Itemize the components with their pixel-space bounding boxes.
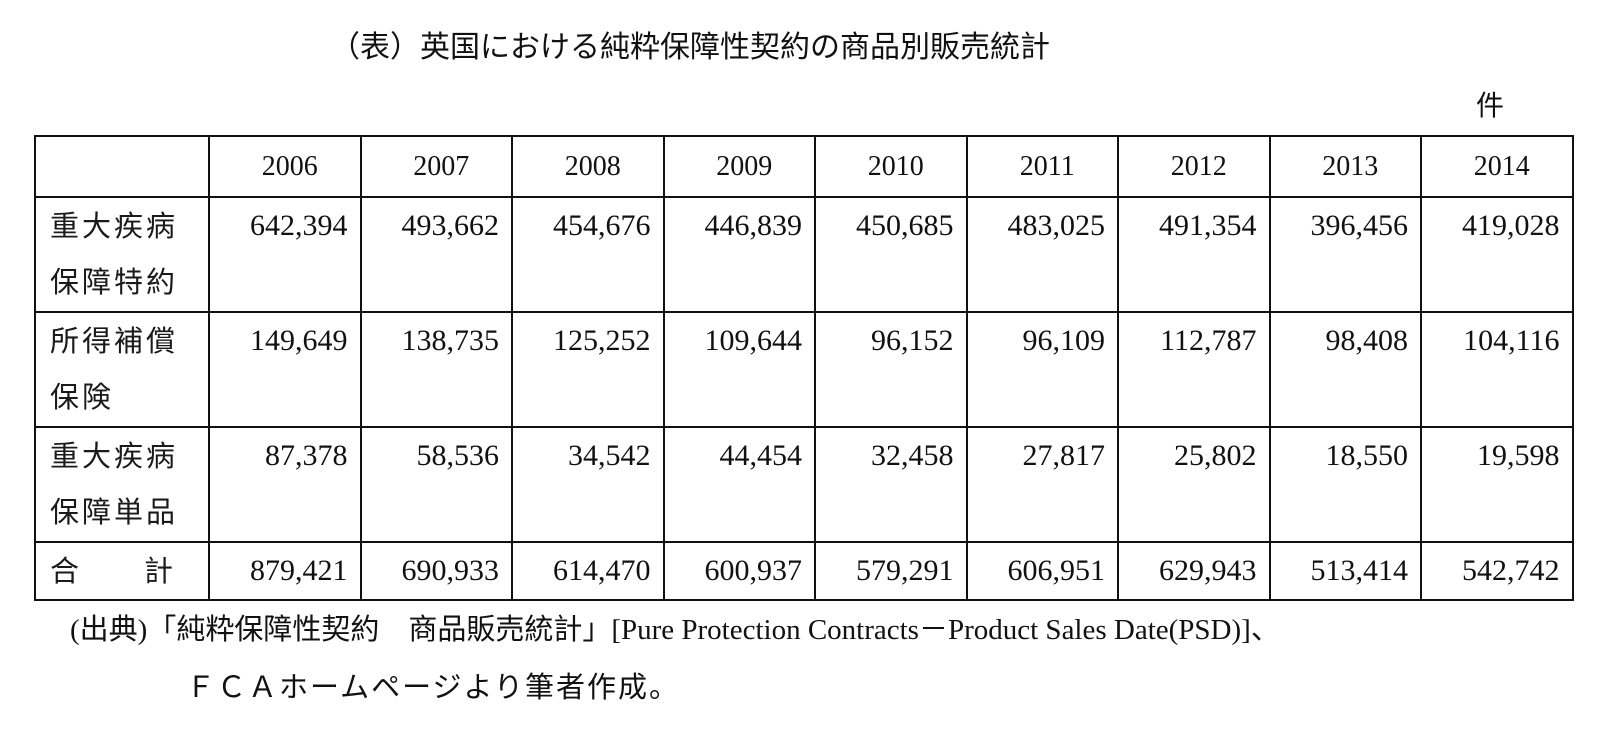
value-cell: 104,116 [1420,311,1574,428]
value-cell: 454,676 [511,196,665,313]
year-header: 2011 [965,135,1119,198]
total-cell: 513,414 [1268,541,1422,601]
row-label-line: 重大疾病 [50,439,179,473]
row-label-critical-illness-rider: 重大疾病 保障特約 [34,196,210,313]
row-label-critical-illness-standalone: 重大疾病 保障単品 [34,426,210,543]
total-cell: 614,470 [511,541,665,601]
value-cell: 44,454 [662,426,816,543]
sales-statistics-table: 2006 2007 2008 2009 2010 2011 2012 2013 … [34,135,1574,601]
value-cell: 493,662 [359,196,513,313]
total-cell: 629,943 [1117,541,1271,601]
year-header: 2014 [1420,135,1574,198]
row-label-line: 保障特約 [50,265,179,299]
value-cell: 396,456 [1268,196,1422,313]
value-cell: 27,817 [965,426,1119,543]
total-cell: 690,933 [359,541,513,601]
value-cell: 138,735 [359,311,513,428]
value-cell: 446,839 [662,196,816,313]
value-cell: 32,458 [814,426,968,543]
year-header: 2010 [814,135,968,198]
value-cell: 98,408 [1268,311,1422,428]
value-cell: 96,152 [814,311,968,428]
value-cell: 25,802 [1117,426,1271,543]
value-cell: 112,787 [1117,311,1271,428]
value-cell: 491,354 [1117,196,1271,313]
unit-label: 件 [1476,89,1505,122]
value-cell: 58,536 [359,426,513,543]
row-label-line: 重大疾病 [50,209,179,243]
total-cell: 579,291 [814,541,968,601]
row-label-line: 保険 [50,380,115,414]
total-cell: 606,951 [965,541,1119,601]
year-header: 2012 [1117,135,1271,198]
row-label-line: 所得補償 [50,324,179,358]
value-cell: 642,394 [208,196,362,313]
source-note: (出典)「純粋保障性契約 商品販売統計」[Pure Protection Con… [70,614,1280,646]
year-header: 2006 [208,135,362,198]
value-cell: 96,109 [965,311,1119,428]
value-cell: 483,025 [965,196,1119,313]
year-header: 2008 [511,135,665,198]
corner-cell [34,135,210,198]
value-cell: 149,649 [208,311,362,428]
value-cell: 87,378 [208,426,362,543]
total-cell: 879,421 [208,541,362,601]
total-cell: 600,937 [662,541,816,601]
value-cell: 125,252 [511,311,665,428]
year-header: 2013 [1268,135,1422,198]
total-label-left: 合 [50,554,83,588]
row-label-total: 合 計 [34,541,210,601]
table-title: （表）英国における純粋保障性契約の商品別販売統計 [330,30,1050,65]
value-cell: 34,542 [511,426,665,543]
total-row: 合 計 879,421 690,933 614,470 600,937 579,… [34,541,1574,601]
value-cell: 19,598 [1420,426,1574,543]
table-row: 重大疾病 保障単品 87,378 58,536 34,542 44,454 32… [34,426,1574,543]
year-header: 2009 [662,135,816,198]
year-header: 2007 [359,135,513,198]
table-row: 所得補償 保険 149,649 138,735 125,252 109,644 … [34,311,1574,428]
value-cell: 109,644 [662,311,816,428]
source-note-line2: ＦＣＡホームページより筆者作成。 [186,672,680,704]
total-label-right: 計 [143,554,176,588]
header-row: 2006 2007 2008 2009 2010 2011 2012 2013 … [34,135,1574,198]
table-row: 重大疾病 保障特約 642,394 493,662 454,676 446,83… [34,196,1574,313]
value-cell: 18,550 [1268,426,1422,543]
row-label-income-protection: 所得補償 保険 [34,311,210,428]
value-cell: 419,028 [1420,196,1574,313]
value-cell: 450,685 [814,196,968,313]
total-cell: 542,742 [1420,541,1574,601]
row-label-line: 保障単品 [50,495,179,529]
